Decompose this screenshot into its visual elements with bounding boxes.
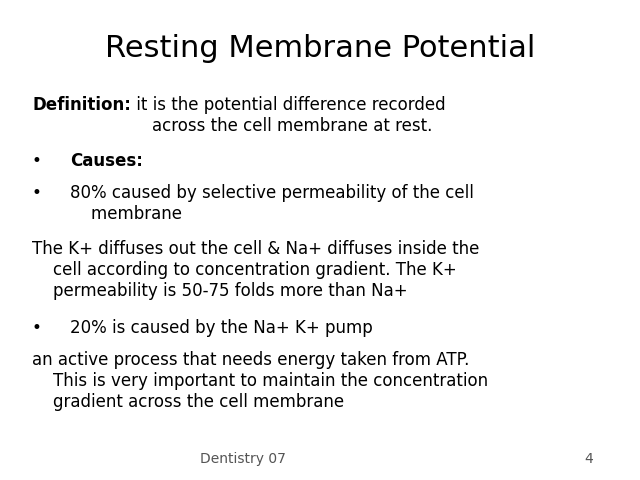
Text: it is the potential difference recorded
    across the cell membrane at rest.: it is the potential difference recorded …	[131, 96, 445, 135]
Text: •: •	[32, 184, 42, 202]
Text: •: •	[32, 152, 42, 169]
Text: 20% is caused by the Na+ K+ pump: 20% is caused by the Na+ K+ pump	[70, 319, 373, 337]
Text: Resting Membrane Potential: Resting Membrane Potential	[105, 34, 535, 62]
Text: 80% caused by selective permeability of the cell
    membrane: 80% caused by selective permeability of …	[70, 184, 474, 223]
Text: Causes:: Causes:	[70, 152, 143, 169]
Text: •: •	[32, 319, 42, 337]
Text: 4: 4	[584, 452, 593, 466]
Text: an active process that needs energy taken from ATP.
    This is very important t: an active process that needs energy take…	[32, 351, 488, 411]
Text: The K+ diffuses out the cell & Na+ diffuses inside the
    cell according to con: The K+ diffuses out the cell & Na+ diffu…	[32, 240, 479, 300]
Text: Dentistry 07: Dentistry 07	[200, 452, 286, 466]
Text: Definition:: Definition:	[32, 96, 131, 114]
